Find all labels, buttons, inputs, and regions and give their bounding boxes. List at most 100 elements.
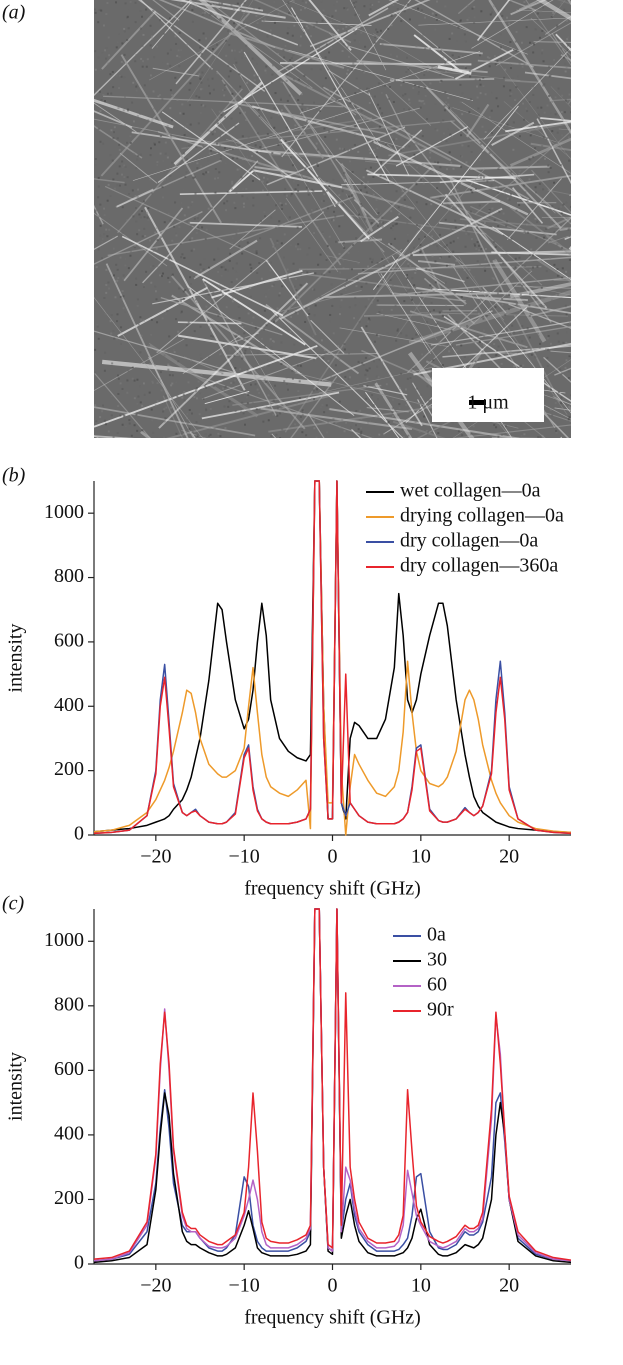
speckle [231, 182, 234, 185]
speckle [330, 218, 333, 221]
speckle [140, 334, 143, 337]
speckle [297, 243, 300, 246]
speckle [537, 436, 540, 438]
fiber [360, 326, 423, 427]
speckle [492, 153, 495, 156]
speckle [183, 125, 186, 128]
speckle [108, 367, 111, 370]
speckle [137, 188, 140, 191]
speckle [109, 194, 112, 197]
speckle [537, 160, 540, 163]
speckle [342, 43, 345, 46]
speckle [219, 354, 222, 357]
speckle [376, 299, 379, 302]
speckle [493, 240, 496, 243]
fiber [60, 439, 247, 477]
fiber [94, 297, 203, 438]
speckle [413, 134, 416, 137]
fiber [280, 61, 472, 66]
speckle [173, 351, 176, 354]
fiber [574, 186, 608, 218]
speckle [537, 71, 540, 74]
speckle [154, 231, 157, 234]
speckle [505, 425, 508, 428]
speckle [380, 248, 383, 251]
speckle [481, 151, 484, 154]
speckle [403, 10, 406, 13]
speckle [264, 293, 267, 296]
speckle [333, 88, 336, 91]
speckle [255, 408, 258, 411]
speckle [235, 61, 238, 64]
fiber [409, 310, 528, 349]
speckle [565, 150, 568, 153]
speckle [273, 0, 276, 3]
speckle [271, 285, 274, 288]
speckle [556, 332, 559, 335]
speckle [231, 180, 234, 183]
speckle [354, 134, 357, 137]
speckle [139, 9, 142, 12]
speckle [381, 225, 384, 228]
speckle [220, 113, 223, 116]
speckle [337, 345, 340, 348]
speckle [442, 132, 445, 135]
speckle [178, 287, 181, 290]
speckle [193, 276, 196, 279]
speckle [560, 372, 563, 375]
speckle [461, 220, 464, 223]
speckle [239, 112, 242, 115]
speckle [225, 346, 228, 349]
fiber [107, 214, 344, 257]
fiber [229, 209, 276, 250]
speckle [428, 399, 431, 402]
speckle [455, 349, 458, 352]
speckle [196, 167, 199, 170]
speckle [334, 117, 337, 120]
speckle [124, 257, 127, 260]
speckle [153, 56, 156, 59]
fiber [388, 0, 528, 55]
fiber [339, 327, 449, 347]
speckle [553, 58, 556, 61]
speckle [521, 340, 524, 343]
speckle [178, 65, 181, 68]
speckle [254, 326, 257, 329]
speckle [292, 365, 295, 368]
speckle [338, 313, 341, 316]
speckle [565, 66, 568, 69]
speckle [166, 52, 169, 55]
speckle [398, 352, 401, 355]
speckle [358, 41, 361, 44]
speckle [550, 238, 553, 241]
fiber [94, 212, 168, 267]
y-tick-label: 600 [54, 1058, 84, 1080]
speckle [418, 402, 421, 405]
speckle [103, 207, 106, 210]
speckle [493, 219, 496, 222]
speckle [281, 193, 284, 196]
speckle [459, 185, 462, 188]
speckle [397, 328, 400, 331]
speckle [303, 108, 306, 111]
fiber [598, 417, 623, 418]
speckle [155, 226, 158, 229]
fiber [201, 348, 340, 400]
speckle [400, 197, 403, 200]
speckle [368, 367, 371, 370]
speckle [270, 346, 273, 349]
speckle [154, 290, 157, 293]
speckle [263, 211, 266, 214]
speckle [239, 368, 242, 371]
speckle [241, 252, 244, 255]
speckle [345, 278, 348, 281]
speckle [484, 93, 487, 96]
y-tick-label: 0 [74, 823, 84, 845]
speckle [212, 412, 215, 415]
speckle [174, 232, 177, 235]
speckle [133, 152, 136, 155]
speckle [205, 171, 208, 174]
speckle [180, 49, 183, 52]
speckle [325, 404, 328, 407]
speckle [423, 74, 426, 77]
